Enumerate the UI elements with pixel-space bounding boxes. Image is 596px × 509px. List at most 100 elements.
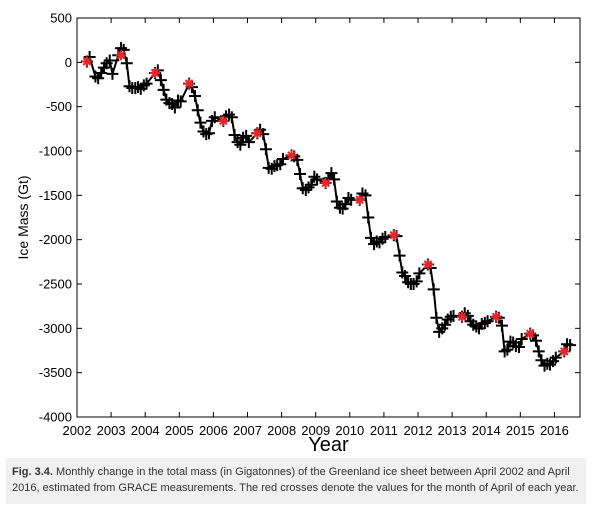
x-tick-label: 2008: [267, 423, 296, 438]
april-point-marker: [150, 67, 161, 78]
data-point-marker: [294, 168, 307, 181]
data-point-marker: [174, 95, 187, 108]
x-tick-label: 2005: [165, 423, 194, 438]
data-point-marker: [228, 129, 241, 142]
data-point-marker: [359, 189, 372, 202]
data-point-marker: [223, 108, 236, 121]
data-point-marker: [240, 129, 253, 142]
data-point-marker: [427, 283, 440, 296]
data-point-marker: [259, 143, 272, 156]
x-tick-label: 2009: [301, 423, 330, 438]
y-tick-label: -1000: [39, 144, 72, 159]
april-point-marker: [218, 115, 229, 126]
y-tick-label: -2000: [39, 232, 72, 247]
data-point-marker: [188, 90, 201, 103]
y-tick-label: -3000: [39, 321, 72, 336]
y-tick-label: -4000: [39, 410, 72, 425]
data-point-marker: [515, 332, 528, 345]
data-point-marker: [140, 77, 153, 90]
data-point-marker: [498, 345, 511, 358]
april-point-marker: [115, 50, 126, 61]
caption-figure-label: Fig. 3.4.: [12, 466, 53, 478]
data-point-marker: [299, 184, 312, 197]
data-point-marker: [532, 345, 545, 358]
data-point-marker: [399, 270, 412, 283]
x-tick-label: 2011: [370, 423, 398, 438]
data-point-marker: [137, 79, 150, 92]
figure-caption: Fig. 3.4. Monthly change in the total ma…: [6, 458, 586, 504]
x-tick-label: 2010: [335, 423, 364, 438]
x-tick-label: 2016: [540, 423, 569, 438]
april-point-marker: [81, 56, 92, 67]
plot-area: 500 0 -500 -1000 -1500 -2000 -2500 -3000 -3500 -4…: [39, 11, 581, 438]
data-point-marker: [376, 232, 389, 245]
data-point-marker: [325, 167, 338, 180]
data-point-marker: [413, 267, 426, 280]
data-point-marker: [208, 111, 221, 124]
data-point-marker: [512, 340, 525, 353]
data-point-marker: [234, 138, 247, 151]
data-point-marker: [202, 127, 215, 140]
data-point-marker: [328, 173, 341, 186]
x-axis-title: Year: [308, 434, 349, 452]
data-point-marker: [197, 125, 210, 138]
april-point-marker: [252, 128, 263, 139]
data-point-marker: [368, 238, 381, 251]
data-point-marker: [120, 57, 133, 70]
data-point-marker: [501, 343, 514, 356]
x-tick-label: 2002: [63, 423, 92, 438]
data-point-marker: [362, 211, 375, 224]
y-tick-label: 0: [65, 55, 72, 70]
data-point-marker: [478, 317, 491, 330]
april-point-marker: [422, 259, 433, 270]
data-point-marker: [481, 315, 494, 328]
data-point-marker: [393, 249, 406, 262]
y-axis-title: Ice Mass (Gt): [15, 175, 31, 259]
april-point-marker: [491, 311, 502, 322]
data-point-marker: [302, 181, 315, 194]
data-point-marker: [308, 170, 321, 183]
april-point-marker: [354, 194, 365, 205]
x-tick-label: 2014: [472, 423, 501, 438]
data-point-marker: [194, 116, 207, 129]
x-tick-label: 2012: [404, 423, 433, 438]
y-tick-label: -2500: [39, 277, 72, 292]
data-point-marker: [495, 319, 508, 332]
x-tick-label: 2007: [233, 423, 262, 438]
data-point-marker: [291, 153, 304, 166]
april-point-marker: [559, 346, 570, 357]
april-point-marker: [320, 177, 331, 188]
data-point-marker: [410, 275, 423, 288]
april-point-marker: [286, 150, 297, 161]
april-point-marker: [388, 230, 399, 241]
data-point-marker: [342, 191, 355, 204]
data-point-marker: [564, 339, 577, 352]
y-tick-label: -1500: [39, 188, 72, 203]
x-tick-label: 2006: [199, 423, 228, 438]
y-tick-label: -500: [46, 99, 72, 114]
x-tick-label: 2003: [97, 423, 126, 438]
data-point-marker: [106, 67, 119, 80]
data-point-marker: [191, 104, 204, 117]
data-point-marker: [379, 231, 392, 244]
data-point-marker: [305, 178, 318, 191]
data-point-marker: [530, 334, 543, 347]
data-point-marker: [274, 158, 287, 171]
data-point-marker: [95, 66, 108, 79]
april-point-marker: [457, 311, 468, 322]
april-point-marker: [525, 328, 536, 339]
data-point-marker: [242, 136, 255, 149]
data-point-marker: [168, 101, 181, 114]
april-point-marker: [184, 78, 195, 89]
chart: 500 0 -500 -1000 -1500 -2000 -2500 -3000 -3500 -4…: [15, 11, 581, 452]
x-tick-label: 2004: [131, 423, 160, 438]
data-point-marker: [549, 351, 562, 364]
x-tick-label: 2015: [506, 423, 535, 438]
y-tick-label: 500: [50, 11, 72, 26]
data-point-marker: [157, 83, 170, 96]
data-point-marker: [311, 173, 324, 186]
figure: 500 0 -500 -1000 -1500 -2000 -2500 -3000 -3500 -4…: [15, 11, 581, 452]
axes-frame: [76, 17, 581, 418]
caption-text: Monthly change in the total mass (in Gig…: [12, 466, 579, 494]
x-tick-label: 2013: [438, 423, 467, 438]
